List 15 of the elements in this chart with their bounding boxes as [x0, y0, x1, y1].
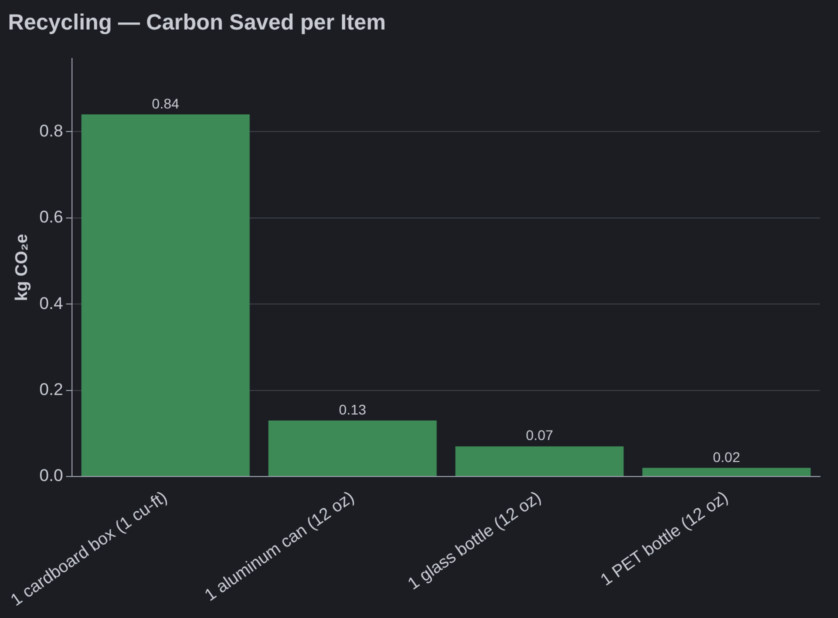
y-axis-title: kg CO₂e	[12, 234, 31, 301]
data-label: 0.07	[526, 427, 554, 444]
y-tick-label: 0.4	[39, 294, 64, 313]
bar	[268, 420, 437, 476]
y-tick-label: 0.0	[39, 466, 64, 486]
bar	[642, 468, 811, 476]
y-tick-label: 0.6	[39, 208, 64, 227]
chart-title: Recycling — Carbon Saved per Item	[8, 9, 386, 34]
data-label: 0.84	[152, 95, 180, 112]
bar	[455, 446, 624, 476]
y-tick-label: 0.2	[39, 380, 64, 399]
bar	[81, 114, 250, 476]
data-label: 0.13	[338, 401, 366, 418]
y-tick-label: 0.8	[39, 121, 64, 140]
data-label: 0.02	[712, 448, 740, 465]
